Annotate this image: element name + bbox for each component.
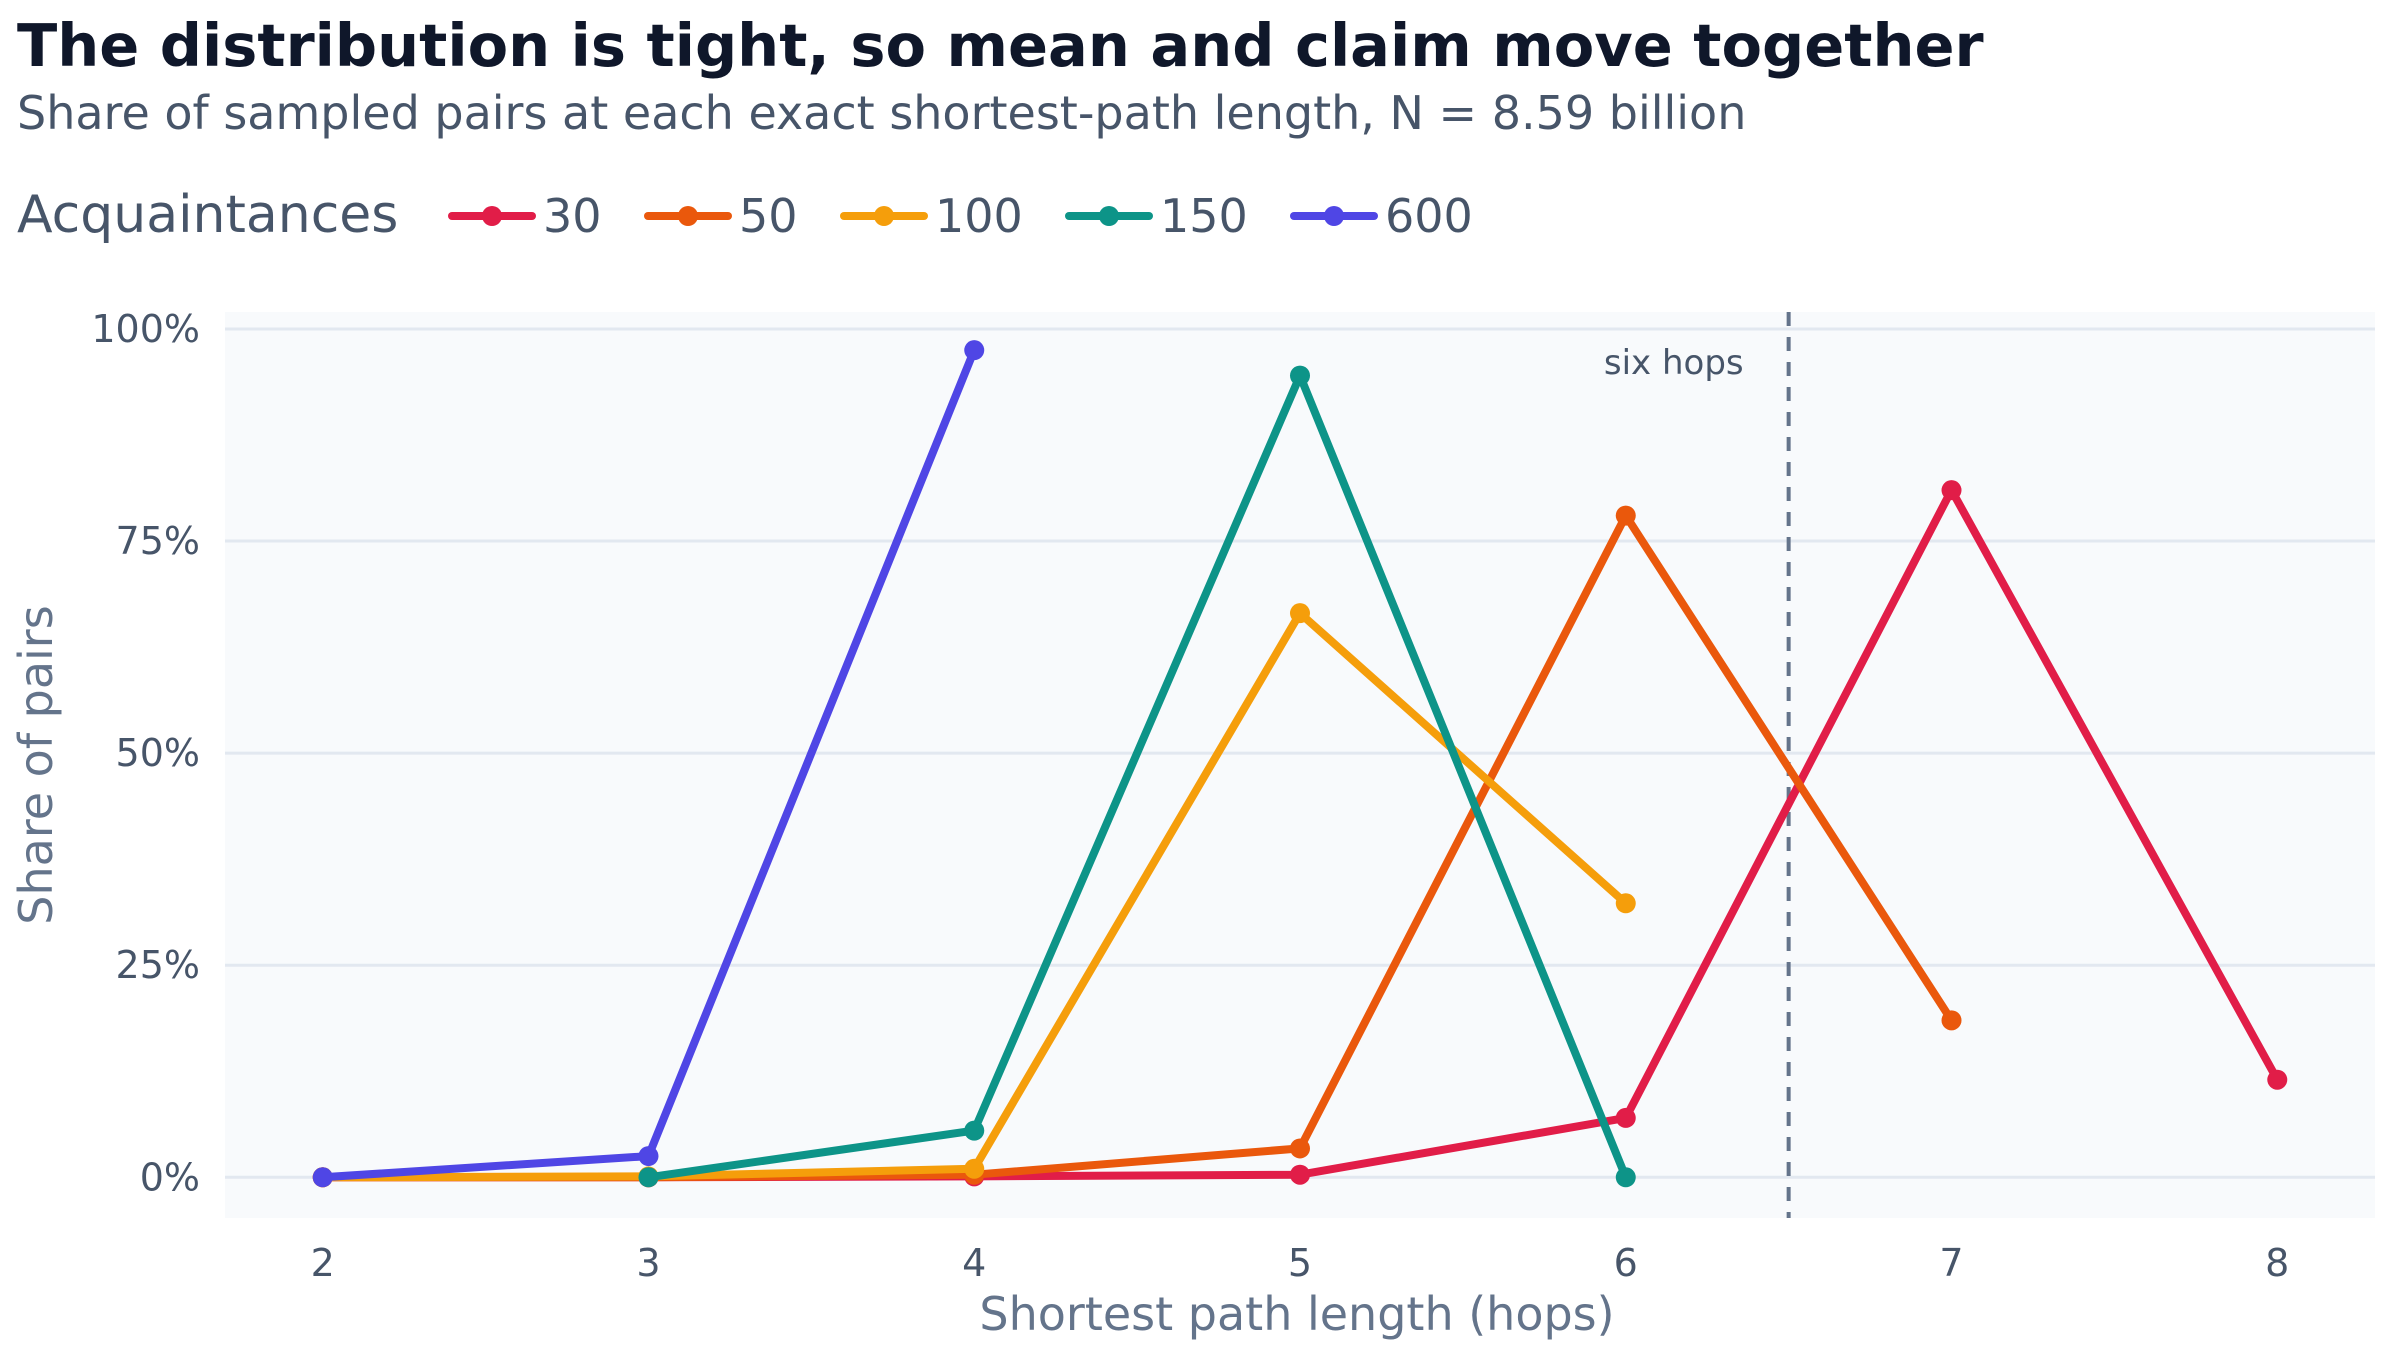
series-150 (638, 365, 1636, 1188)
data-point (1615, 1107, 1636, 1128)
legend-swatch-marker (678, 206, 698, 226)
data-point (1941, 1010, 1962, 1031)
legend-label: 30 (543, 189, 602, 243)
data-point (964, 1158, 985, 1179)
y-tick-label: 100% (91, 307, 200, 351)
y-tick-labels: 0% 25% 50% 75% 100% (91, 307, 200, 1199)
x-tick-label: 6 (1614, 1241, 1638, 1285)
data-point (638, 1167, 659, 1188)
legend-swatch-marker (874, 206, 894, 226)
series-600 (312, 340, 985, 1188)
legend-item-600: 600 (1290, 189, 1473, 243)
legend-swatch-marker (1099, 206, 1119, 226)
data-point (1615, 1167, 1636, 1188)
series-layer (312, 340, 2288, 1188)
legend: Acquaintances 30 50 100 150 600 (17, 185, 1473, 245)
legend-item-150: 150 (1065, 189, 1248, 243)
legend-label: 150 (1160, 189, 1248, 243)
x-tick-label: 8 (2265, 1241, 2289, 1285)
legend-swatch-marker (1324, 206, 1344, 226)
legend-swatch-marker (482, 206, 502, 226)
y-tick-label: 0% (140, 1155, 200, 1199)
legend-label: 100 (935, 189, 1023, 243)
data-point (964, 340, 985, 361)
data-point (1290, 603, 1310, 624)
series-line (644, 371, 1630, 1182)
legend-label: 600 (1385, 189, 1473, 243)
chart-subtitle: Share of sampled pairs at each exact sho… (17, 86, 1746, 140)
data-point (1290, 1138, 1310, 1159)
y-tick-label: 75% (116, 519, 200, 563)
legend-item-30: 30 (448, 189, 602, 243)
x-tick-label: 2 (311, 1241, 335, 1285)
y-tick-label: 50% (116, 731, 200, 775)
x-tick-labels: 2 3 4 5 6 7 8 (311, 1241, 2290, 1285)
data-point (964, 1120, 985, 1141)
x-tick-label: 4 (962, 1241, 986, 1285)
legend-item-50: 50 (644, 189, 798, 243)
x-tick-label: 3 (636, 1241, 660, 1285)
data-point (2267, 1069, 2288, 1090)
data-point (1615, 893, 1636, 914)
chart-title: The distribution is tight, so mean and c… (17, 11, 1984, 80)
data-point (1615, 505, 1636, 526)
data-point (638, 1146, 659, 1167)
six-hops-annotation: six hops (1604, 343, 1744, 383)
legend-title: Acquaintances (17, 185, 398, 245)
y-axis-label: Share of pairs (9, 605, 63, 924)
legend-label: 50 (739, 189, 798, 243)
x-tick-label: 7 (1939, 1241, 1963, 1285)
data-point (1941, 480, 1962, 501)
data-point (1290, 365, 1310, 386)
x-tick-label: 5 (1288, 1241, 1312, 1285)
data-point (312, 1167, 333, 1188)
plot-background (225, 312, 2375, 1218)
y-tick-label: 25% (116, 943, 200, 987)
x-axis-label: Shortest path length (hops) (979, 1287, 1614, 1341)
legend-item-100: 100 (840, 189, 1023, 243)
data-point (1290, 1164, 1310, 1185)
